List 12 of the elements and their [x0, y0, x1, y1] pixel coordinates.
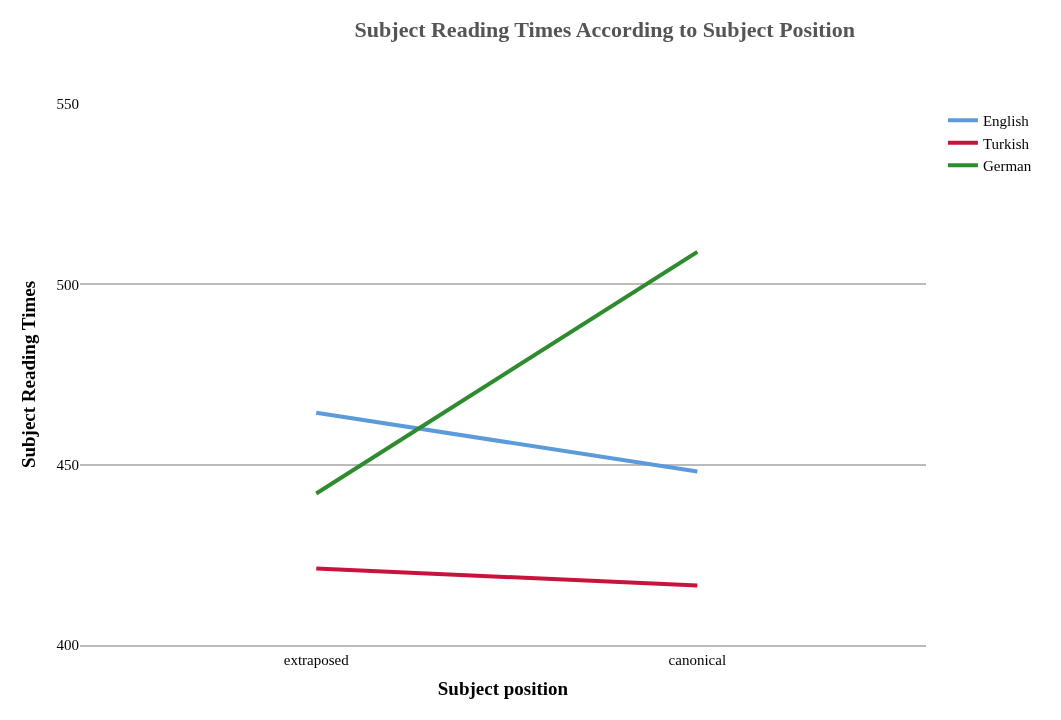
x-tick-label: canonical — [668, 651, 727, 668]
chart-title: Subject Reading Times According to Subject Position — [354, 17, 855, 42]
y-tick-label: 450 — [56, 456, 79, 473]
legend-label: Turkish — [982, 135, 1030, 152]
x-axis-title: Subject position — [437, 678, 569, 700]
y-tick-label: 500 — [56, 276, 79, 293]
legend-label: English — [982, 113, 1030, 130]
y-tick-label: 400 — [56, 637, 79, 654]
y-tick-label: 550 — [56, 96, 79, 113]
y-axis-title: Subject Reading Times — [18, 280, 40, 469]
x-tick-label: extraposed — [283, 651, 350, 668]
legend-label: German — [982, 158, 1032, 175]
